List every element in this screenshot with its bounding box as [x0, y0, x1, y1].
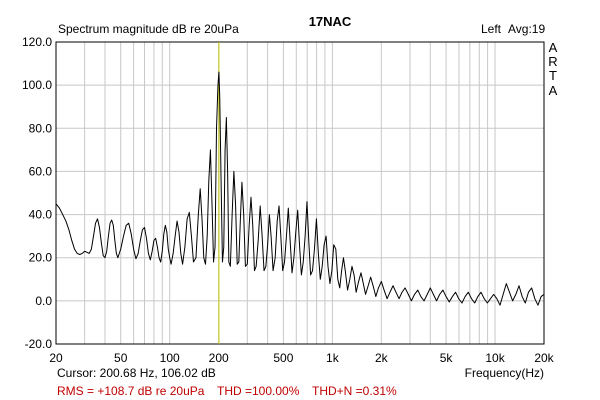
brand-letter-t: T [549, 68, 557, 83]
x-tick-labels: 20 50 100 200 500 1k 2k 5k 10k 20k [49, 351, 554, 365]
x-tick-label: 5k [440, 351, 454, 365]
x-tick-label: 20k [534, 351, 554, 365]
y-tick-label: 80.0 [29, 121, 53, 135]
x-tick-label: 20 [49, 351, 63, 365]
y-tick-label: 120.0 [22, 35, 52, 49]
x-tick-label: 1k [326, 351, 340, 365]
y-tick-label: -20.0 [25, 337, 53, 351]
chart-title: 17NAC [309, 14, 352, 29]
brand-letter-a2: A [549, 83, 558, 98]
cursor-readout: Cursor: 200.68 Hz, 106.02 dB [57, 366, 216, 380]
x-tick-label: 10k [485, 351, 505, 365]
y-tick-labels: 120.0 100.0 80.0 60.0 40.0 20.0 0.0 -20.0 [22, 35, 52, 351]
channel-label: Left [481, 22, 502, 36]
x-tick-label: 100 [160, 351, 180, 365]
y-tick-label: 60.0 [29, 164, 53, 178]
brand-letter-r: R [548, 54, 557, 69]
x-tick-label: 200 [209, 351, 229, 365]
spectrum-trace [55, 71, 545, 306]
x-tick-label: 2k [375, 351, 389, 365]
averaging-label: Avg:19 [508, 22, 545, 36]
rms-readout: RMS = +108.7 dB re 20uPa [57, 384, 205, 398]
plot-frame [55, 41, 545, 345]
y-tick-label: 20.0 [29, 251, 53, 265]
x-tick-label: 500 [273, 351, 293, 365]
brand-letter-a1: A [549, 40, 558, 55]
y-tick-label: 40.0 [29, 208, 53, 222]
x-tick-label: 50 [114, 351, 128, 365]
y-axis-label: Spectrum magnitude dB re 20uPa [58, 22, 239, 36]
thd-readout: THD =100.00% [217, 384, 300, 398]
x-axis-label: Frequency(Hz) [465, 366, 544, 380]
y-tick-label: 100.0 [22, 78, 52, 92]
thdn-readout: THD+N =0.31% [312, 384, 397, 398]
y-tick-label: 0.0 [35, 294, 52, 308]
plot-area [55, 42, 545, 344]
grid [55, 41, 545, 345]
